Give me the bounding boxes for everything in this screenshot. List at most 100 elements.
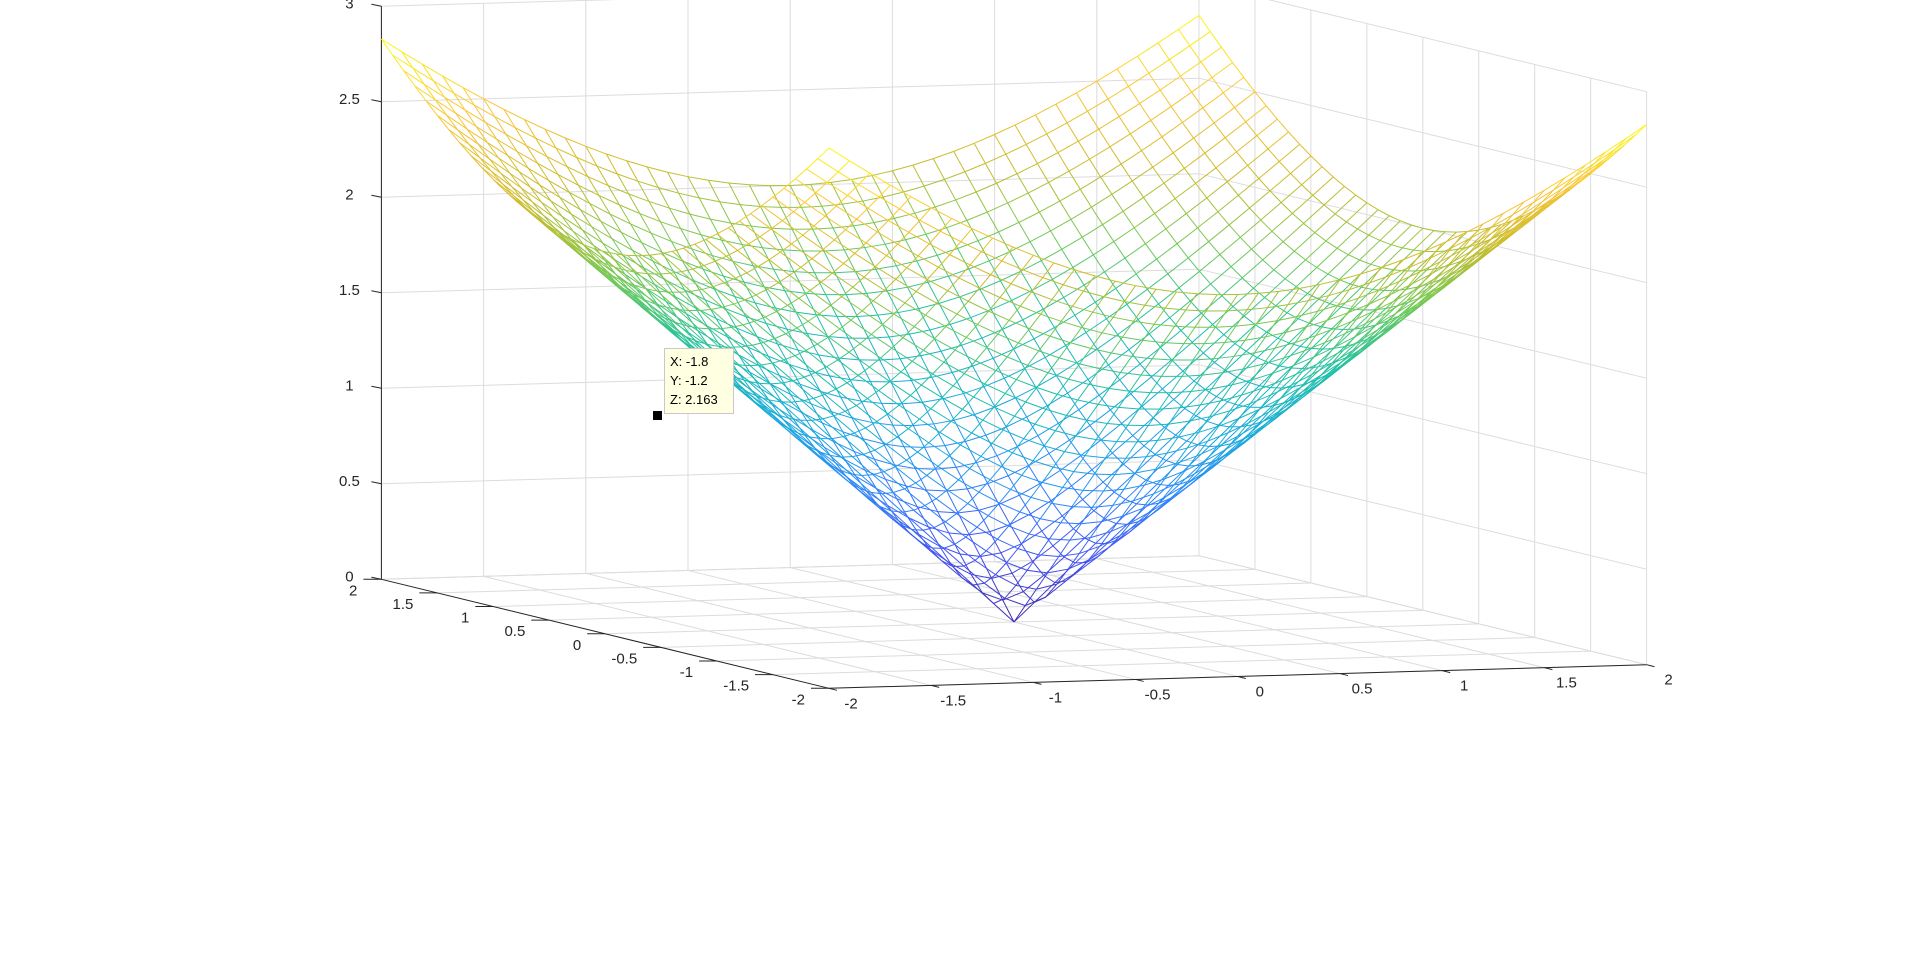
mesh-segment: [784, 290, 806, 294]
mesh-segment: [853, 222, 874, 227]
mesh-segment: [833, 415, 855, 434]
mesh-segment: [1165, 307, 1186, 311]
mesh-segment: [1282, 241, 1295, 252]
mesh-segment: [913, 509, 935, 528]
mesh-segment: [920, 542, 942, 562]
mesh-segment: [1278, 161, 1291, 174]
mesh-segment: [993, 393, 1006, 408]
mesh-segment: [824, 205, 837, 217]
mesh-segment: [1007, 192, 1029, 204]
mesh-segment: [622, 255, 635, 273]
mesh-segment: [977, 310, 990, 325]
mesh-segment: [1005, 153, 1018, 175]
mesh-segment: [1071, 490, 1084, 507]
datatip-marker[interactable]: [653, 411, 662, 420]
mesh-segment: [518, 171, 540, 186]
mesh-segment: [1108, 372, 1121, 389]
mesh-segment: [1191, 91, 1204, 109]
mesh-segment: [1005, 393, 1026, 403]
mesh-segment: [876, 231, 898, 245]
mesh-segment: [513, 195, 535, 213]
mesh-segment: [687, 176, 709, 181]
mesh-segment: [803, 376, 825, 395]
mesh-segment: [890, 381, 903, 404]
mesh-segment: [1100, 423, 1122, 441]
mesh-segment: [1049, 538, 1070, 541]
mesh-segment: [1030, 513, 1043, 532]
mesh-segment: [1093, 510, 1106, 520]
mesh-segment: [778, 274, 790, 283]
mesh-segment: [753, 321, 775, 340]
mesh-segment: [804, 201, 826, 217]
mesh-segment: [1132, 484, 1145, 502]
mesh-segment: [1101, 515, 1123, 523]
mesh-segment: [992, 358, 1005, 379]
mesh-segment: [1132, 166, 1154, 182]
mesh-segment: [876, 413, 889, 422]
mesh-segment: [1179, 391, 1192, 409]
mesh-segment: [837, 160, 850, 173]
mesh-segment: [1209, 410, 1231, 418]
mesh-segment: [1239, 408, 1260, 419]
mesh-segment: [849, 379, 871, 383]
mesh-segment: [768, 259, 790, 276]
mesh-segment: [572, 230, 594, 246]
mesh-segment: [623, 280, 645, 301]
mesh-segment: [1421, 243, 1443, 253]
mesh-segment: [826, 359, 839, 368]
mesh-segment: [487, 142, 500, 159]
mesh-segment: [771, 404, 784, 420]
mesh-segment: [515, 200, 528, 211]
datatip[interactable]: X: -1.8 Y: -1.2 Z: 2.163: [664, 348, 734, 414]
mesh-segment: [671, 241, 684, 262]
mesh-segment: [1182, 473, 1195, 487]
mesh-segment: [1052, 266, 1074, 280]
mesh-segment: [1052, 279, 1065, 298]
mesh-segment: [1391, 244, 1403, 249]
mesh-segment: [1258, 161, 1280, 179]
mesh-segment: [1041, 248, 1062, 262]
mesh-segment: [414, 85, 436, 101]
mesh-segment: [842, 200, 863, 205]
mesh-segment: [1003, 429, 1024, 440]
mesh-segment: [875, 269, 888, 292]
mesh-segment: [1352, 308, 1364, 311]
mesh-segment: [1380, 259, 1402, 269]
mesh-segment: [760, 388, 782, 402]
mesh-segment: [1055, 103, 1068, 124]
mesh-segment: [616, 173, 630, 195]
mesh-segment: [1260, 202, 1282, 221]
mesh-segment: [1056, 378, 1069, 395]
mesh-segment: [1065, 345, 1078, 364]
mesh-segment: [960, 432, 972, 446]
mesh-segment: [957, 509, 979, 514]
mesh-segment: [839, 328, 861, 345]
mesh-segment: [682, 260, 695, 281]
mesh-segment: [1428, 279, 1440, 285]
mesh-segment: [1285, 326, 1307, 333]
mesh-segment: [815, 192, 837, 207]
mesh-segment: [972, 357, 994, 367]
mesh-segment: [1290, 155, 1312, 174]
mesh-segment: [1151, 497, 1164, 512]
mesh-segment: [758, 365, 780, 377]
surface-mesh[interactable]: [380, 15, 1647, 623]
mesh-segment: [1139, 347, 1161, 365]
gridline-floor-y: [717, 636, 1535, 662]
mesh-segment: [929, 329, 942, 352]
mesh-segment: [1083, 271, 1105, 286]
mesh-segment: [859, 343, 881, 359]
mesh-segment: [883, 471, 905, 490]
mesh-segment: [1031, 278, 1053, 291]
mesh-segment: [1139, 363, 1152, 378]
mesh-segment: [1238, 385, 1260, 406]
mesh-segment: [1149, 376, 1162, 393]
mesh-segment: [1302, 367, 1314, 370]
mesh-segment: [1438, 263, 1460, 277]
mesh-segment: [1303, 223, 1316, 234]
mesh-segment: [622, 255, 644, 269]
mesh-segment: [1186, 197, 1208, 214]
mesh-segment: [1331, 349, 1344, 364]
